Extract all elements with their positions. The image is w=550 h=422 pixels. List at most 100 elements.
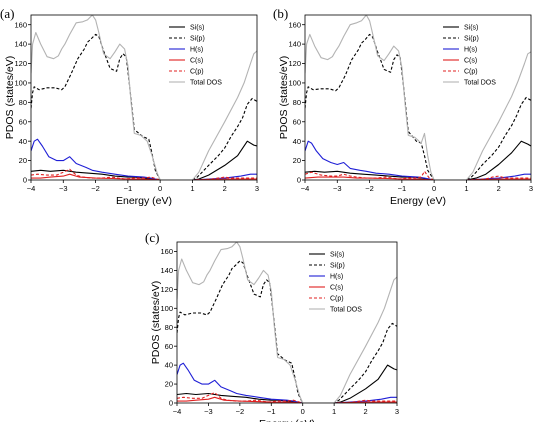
x-tick-label: −1 xyxy=(124,184,133,193)
y-tick-label: 120 xyxy=(160,285,173,294)
y-tick-label: 140 xyxy=(288,40,301,49)
legend-label: H(s) xyxy=(190,47,203,54)
y-axis-title: PDOS (states/eV) xyxy=(4,56,16,139)
series-line-c-p xyxy=(31,168,257,180)
legend-label: H(s) xyxy=(464,47,477,54)
y-tick-label: 60 xyxy=(293,117,301,126)
y-tick-label: 40 xyxy=(293,137,301,146)
x-tick-label: −4 xyxy=(27,184,36,193)
series-line-h-s xyxy=(177,362,397,403)
chart-panel-b: (b) −4 −3 −2 −1 0 1 2 3 0 20 40 60 80 100 120 140 160 Ener… xyxy=(273,6,533,207)
x-tick-label: 1 xyxy=(464,184,468,193)
y-tick-label: 20 xyxy=(19,156,27,165)
series-line-si-p xyxy=(305,33,531,180)
legend-label: Total DOS xyxy=(464,80,496,87)
y-tick-label: 80 xyxy=(19,98,27,107)
plot-frame xyxy=(304,14,532,181)
y-tick-label: 140 xyxy=(14,40,27,49)
y-axis-title: PDOS (states/eV) xyxy=(150,281,162,364)
legend-label: C(s) xyxy=(464,58,477,65)
y-tick-label: 100 xyxy=(160,304,173,313)
series-line-h-s xyxy=(305,140,531,180)
y-tick-label: 120 xyxy=(288,59,301,68)
legend-label: H(s) xyxy=(330,274,343,281)
series-line-c-p xyxy=(305,170,531,180)
x-tick-label: −3 xyxy=(333,184,342,193)
x-tick-label: 2 xyxy=(223,184,227,193)
x-tick-label: −1 xyxy=(398,184,407,193)
x-axis-title: Energy (eV) xyxy=(259,418,315,422)
x-tick-label: 0 xyxy=(158,184,162,193)
x-tick-label: 1 xyxy=(332,407,336,416)
x-tick-label: −1 xyxy=(267,407,276,416)
series-group xyxy=(31,15,257,180)
series-line-si-s xyxy=(305,140,531,180)
legend-label: Total DOS xyxy=(190,80,222,87)
x-tick-label: 3 xyxy=(255,184,259,193)
x-tick-label: −4 xyxy=(173,407,182,416)
x-tick-label: −2 xyxy=(236,407,245,416)
y-tick-label: 40 xyxy=(19,137,27,146)
legend-label: C(s) xyxy=(190,58,203,65)
series-line-total-dos xyxy=(177,242,397,403)
x-tick-label: −2 xyxy=(365,184,374,193)
legend-label: C(p) xyxy=(330,296,344,303)
series-group xyxy=(305,15,531,180)
series-line-si-s xyxy=(31,140,257,180)
y-tick-label: 100 xyxy=(288,79,301,88)
series-line-si-p xyxy=(31,33,257,180)
y-tick-label: 160 xyxy=(160,247,173,256)
series-line-h-s xyxy=(31,138,257,180)
panel-label: (c) xyxy=(145,230,159,245)
y-tick-label: 60 xyxy=(19,117,27,126)
legend-label: Si(s) xyxy=(190,25,204,32)
legend-label: Si(p) xyxy=(190,36,205,43)
y-tick-label: 80 xyxy=(293,98,301,107)
y-tick-label: 0 xyxy=(169,399,173,408)
series-line-si-p xyxy=(177,260,397,403)
x-axis-title: Energy (eV) xyxy=(390,195,446,207)
x-tick-label: 3 xyxy=(529,184,533,193)
x-axis-title: Energy (eV) xyxy=(116,195,172,207)
legend-label: Si(p) xyxy=(330,263,345,270)
legend: Si(s) Si(p) H(s) C(s) C(p) Total DOS xyxy=(169,25,222,87)
y-tick-label: 0 xyxy=(297,176,301,185)
y-tick-label: 160 xyxy=(14,20,27,29)
legend-label: Si(p) xyxy=(464,36,479,43)
y-tick-label: 80 xyxy=(165,323,173,332)
legend-label: Si(s) xyxy=(464,25,478,32)
legend-label: Total DOS xyxy=(330,307,362,314)
x-tick-label: 1 xyxy=(190,184,194,193)
x-tick-label: 0 xyxy=(301,407,305,416)
series-group xyxy=(177,242,397,403)
series-line-c-s xyxy=(305,176,531,180)
x-tick-label: −3 xyxy=(204,407,213,416)
y-tick-label: 40 xyxy=(165,361,173,370)
y-tick-label: 60 xyxy=(165,342,173,351)
legend: Si(s) Si(p) H(s) C(s) C(p) Total DOS xyxy=(309,252,362,314)
plot-frame xyxy=(176,241,398,404)
x-tick-label: 2 xyxy=(497,184,501,193)
panel-label: (b) xyxy=(273,6,288,21)
y-tick-label: 160 xyxy=(288,20,301,29)
x-tick-label: −2 xyxy=(91,184,100,193)
plot-frame xyxy=(30,14,258,181)
x-tick-label: 3 xyxy=(395,407,399,416)
y-tick-label: 20 xyxy=(293,156,301,165)
series-line-total-dos xyxy=(305,15,531,180)
y-tick-label: 0 xyxy=(23,176,27,185)
legend: Si(s) Si(p) H(s) C(s) C(p) Total DOS xyxy=(443,25,496,87)
legend-label: C(p) xyxy=(190,69,204,76)
series-line-total-dos xyxy=(31,15,257,180)
series-line-c-p xyxy=(177,392,397,403)
panel-label: (a) xyxy=(0,6,14,21)
legend-label: C(s) xyxy=(330,285,343,292)
x-tick-label: −4 xyxy=(301,184,310,193)
y-axis-title: PDOS (states/eV) xyxy=(278,56,290,139)
x-tick-label: 0 xyxy=(432,184,436,193)
legend-label: Si(s) xyxy=(330,252,344,259)
legend-label: C(p) xyxy=(464,69,478,76)
y-tick-label: 20 xyxy=(165,380,173,389)
y-tick-label: 120 xyxy=(14,59,27,68)
